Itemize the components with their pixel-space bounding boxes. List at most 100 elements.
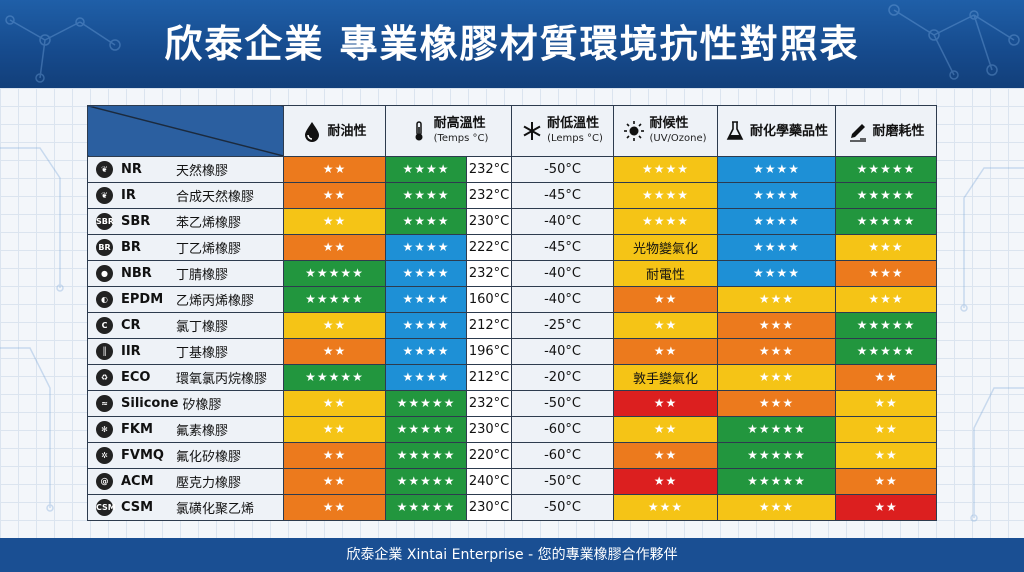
low-temp-text: -40°C bbox=[544, 292, 581, 307]
col-high-temp: 耐高溫性 (Temps °C) bbox=[384, 105, 513, 157]
high-temp-rating: ★★★★ bbox=[385, 338, 467, 365]
chemical-rating-value: ★★★★ bbox=[753, 162, 801, 176]
high-temp-rating-value: ★★★★★ bbox=[396, 422, 456, 436]
high-temp-value: 212°C bbox=[465, 312, 513, 339]
high-temp-value: 232°C bbox=[465, 260, 513, 287]
weather-rating: ★★★★ bbox=[613, 156, 719, 183]
high-temp-text: 232°C bbox=[468, 396, 510, 411]
material-code: CSM bbox=[121, 500, 154, 515]
chemical-rating-value: ★★★ bbox=[758, 344, 795, 358]
high-temp-value: 232°C bbox=[465, 182, 513, 209]
high-temp-value: 212°C bbox=[465, 364, 513, 391]
low-temp-value: -45°C bbox=[511, 234, 615, 261]
oil-rating: ★★ bbox=[283, 416, 386, 443]
col-chemical: 耐化學藥品性 bbox=[717, 105, 837, 157]
high-temp-value: 230°C bbox=[465, 494, 513, 521]
high-temp-value: 220°C bbox=[465, 442, 513, 469]
abrasion-rating: ★★★★★ bbox=[835, 312, 938, 339]
high-temp-rating: ★★★★ bbox=[385, 260, 467, 287]
chemical-rating: ★★★ bbox=[717, 390, 837, 417]
low-temp-value: -50°C bbox=[511, 468, 615, 495]
c-badge-icon: C bbox=[96, 317, 113, 334]
oil-rating: ★★★★★ bbox=[283, 286, 386, 313]
abrasion-rating: ★★ bbox=[835, 494, 938, 521]
high-temp-text: 232°C bbox=[468, 162, 510, 177]
weather-rating: ★★ bbox=[613, 442, 719, 469]
high-temp-rating-value: ★★★★ bbox=[402, 162, 450, 176]
low-temp-text: -60°C bbox=[544, 422, 581, 437]
material-name: 氯丁橡膠 bbox=[176, 320, 229, 335]
oil-rating: ★★ bbox=[283, 234, 386, 261]
table-row: CSM CSM 氯磺化聚乙烯 ★★ ★★★★★ 230°C -50°C ★★★ ★★★ ★★ bbox=[87, 494, 938, 521]
drop-icon: ● bbox=[96, 265, 113, 282]
abrasion-rating: ★★★ bbox=[835, 260, 938, 287]
material-cell: ● NBR 丁腈橡膠 bbox=[87, 260, 284, 287]
abrasion-rating-value: ★★★★★ bbox=[856, 188, 916, 202]
abrasion-rating-value: ★★ bbox=[874, 448, 898, 462]
low-temp-value: -20°C bbox=[511, 364, 615, 391]
low-temp-text: -50°C bbox=[544, 162, 581, 177]
molecule-decoration-icon bbox=[5, 15, 121, 83]
table-row: ✲ FVMQ 氟化矽橡膠 ★★ ★★★★★ 220°C -60°C ★★ ★★★★★ ★★ bbox=[87, 442, 938, 469]
col-low-temp-label: 耐低溫性 bbox=[547, 116, 600, 131]
high-temp-rating: ★★★★★ bbox=[385, 442, 467, 469]
material-name: 矽橡膠 bbox=[182, 398, 222, 413]
chemical-rating-value: ★★★ bbox=[758, 396, 795, 410]
oil-rating-value: ★★ bbox=[322, 318, 347, 332]
chemical-rating-value: ★★★★ bbox=[753, 188, 801, 202]
chemical-rating-value: ★★★ bbox=[758, 370, 795, 384]
high-temp-value: 232°C bbox=[465, 390, 513, 417]
weather-rating: ★★ bbox=[613, 468, 719, 495]
material-code: ACM bbox=[121, 474, 154, 489]
chemical-rating-value: ★★★★★ bbox=[747, 448, 806, 462]
col-high-temp-sub: (Temps °C) bbox=[433, 133, 489, 144]
high-temp-text: 212°C bbox=[468, 318, 510, 333]
oil-rating-value: ★★★★★ bbox=[305, 370, 364, 384]
material-name: 合成天然橡膠 bbox=[176, 190, 255, 205]
oil-rating: ★★ bbox=[283, 390, 386, 417]
low-temp-text: -45°C bbox=[544, 188, 581, 203]
abrasion-rating: ★★★ bbox=[835, 234, 938, 261]
oil-rating: ★★★★★ bbox=[283, 260, 386, 287]
recycle-icon: ♻ bbox=[96, 369, 113, 386]
high-temp-rating-value: ★★★★ bbox=[402, 370, 450, 384]
oil-rating-value: ★★★★★ bbox=[305, 292, 364, 306]
material-code: Silicone bbox=[121, 396, 179, 411]
chemical-rating-value: ★★★ bbox=[758, 500, 795, 514]
material-cell: ❦ IR 合成天然橡膠 bbox=[87, 182, 284, 209]
low-temp-value: -60°C bbox=[511, 416, 615, 443]
chemical-rating-value: ★★★ bbox=[758, 318, 795, 332]
weather-rating-value: ★★ bbox=[653, 474, 678, 488]
table-row: ║ IIR 丁基橡膠 ★★ ★★★★ 196°C -40°C ★★ ★★★ ★★★★★ bbox=[87, 338, 938, 365]
abrasion-rating-value: ★★ bbox=[874, 474, 898, 488]
oil-rating: ★★ bbox=[283, 338, 386, 365]
material-code: FKM bbox=[121, 422, 153, 437]
high-temp-rating: ★★★★ bbox=[385, 312, 467, 339]
high-temp-value: 196°C bbox=[465, 338, 513, 365]
high-temp-text: 230°C bbox=[468, 422, 510, 437]
high-temp-rating: ★★★★★ bbox=[385, 390, 467, 417]
high-temp-text: 230°C bbox=[468, 214, 510, 229]
weather-rating-value: 耐電性 bbox=[646, 268, 686, 283]
circuit-decoration-icon bbox=[0, 147, 64, 512]
low-temp-value: -50°C bbox=[511, 156, 615, 183]
material-code: FVMQ bbox=[121, 448, 164, 463]
low-temp-text: -50°C bbox=[544, 396, 581, 411]
table-row: BR BR 丁乙烯橡膠 ★★ ★★★★ 222°C -45°C 光物變氣化 ★★★★ ★★★ bbox=[87, 234, 938, 261]
material-cell: @ ACM 壓克力橡膠 bbox=[87, 468, 284, 495]
abrasion-rating: ★★ bbox=[835, 468, 938, 495]
high-temp-rating: ★★★★ bbox=[385, 364, 467, 391]
high-temp-value: 232°C bbox=[465, 156, 513, 183]
low-temp-value: -40°C bbox=[511, 260, 615, 287]
weather-rating: ★★★ bbox=[613, 494, 719, 521]
flask-icon bbox=[726, 121, 744, 140]
material-code: EPDM bbox=[121, 292, 164, 307]
thermometer-icon bbox=[415, 121, 423, 141]
low-temp-text: -40°C bbox=[544, 266, 581, 281]
material-code: BR bbox=[121, 240, 141, 255]
csm-badge-icon: CSM bbox=[96, 499, 116, 516]
high-temp-rating: ★★★★★ bbox=[385, 494, 467, 521]
oil-drop-icon bbox=[305, 122, 320, 142]
oil-rating: ★★ bbox=[283, 494, 386, 521]
chemical-rating: ★★★ bbox=[717, 338, 837, 365]
